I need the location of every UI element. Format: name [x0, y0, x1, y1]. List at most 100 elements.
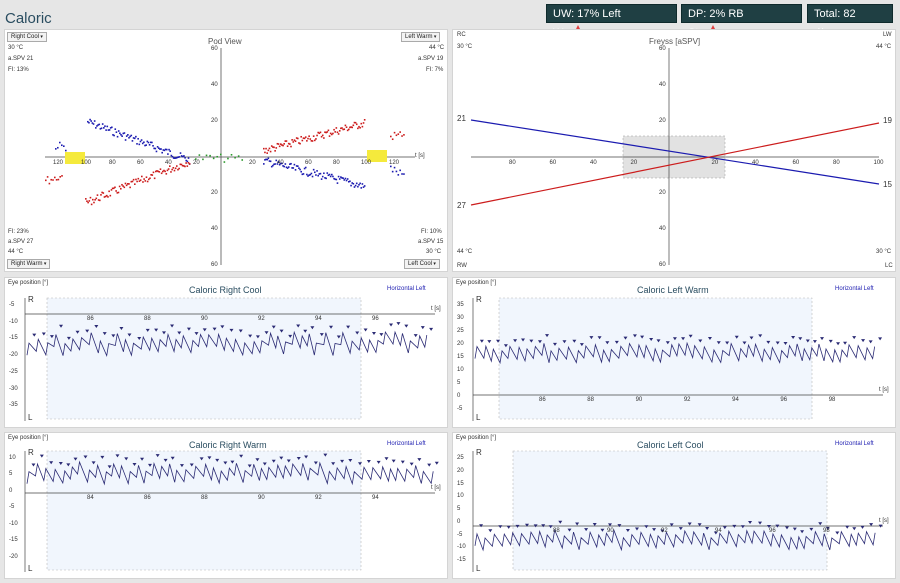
pod-dot: [188, 163, 191, 165]
pod-dot: [349, 126, 351, 129]
trace-xtick: 96: [780, 397, 788, 403]
beat-marker: [529, 339, 534, 343]
pod-dot: [167, 153, 169, 155]
trace-left-cool: Caloric Left Cool Horizontal Left Eye posi…: [452, 432, 896, 579]
beat-marker: [145, 328, 150, 332]
pod-dot: [161, 151, 163, 154]
pod-dot: [393, 166, 396, 169]
pod-rt-0: 44 °C: [429, 45, 445, 51]
beat-marker: [852, 336, 857, 340]
left-warm-select[interactable]: Left Warm: [401, 32, 441, 42]
pod-ytick: 20: [211, 190, 218, 196]
trace-xunit: t [s]: [879, 387, 889, 393]
pod-xtick: 20: [193, 160, 200, 166]
pod-dot: [156, 146, 159, 148]
pod-xtick: 40: [165, 160, 172, 166]
pod-dot: [360, 122, 363, 125]
pod-dot: [55, 179, 58, 181]
beat-marker: [783, 341, 788, 345]
pod-dot: [352, 124, 355, 127]
beat-marker: [207, 456, 212, 460]
pod-dot: [130, 134, 133, 137]
pod-dot: [128, 183, 130, 185]
pod-dot: [350, 184, 352, 187]
beat-marker: [623, 336, 628, 340]
beat-marker: [669, 523, 674, 527]
pod-dot: [168, 148, 170, 151]
pod-dot: [355, 182, 358, 185]
pod-dot: [306, 173, 308, 176]
pod-dot: [160, 172, 163, 175]
pod-xtick: 120: [389, 160, 400, 166]
right-warm-select[interactable]: Right Warm: [7, 259, 51, 269]
pod-dot: [340, 176, 342, 178]
pod-dot: [317, 131, 319, 134]
pod-dot: [223, 161, 226, 163]
pod-dot: [119, 132, 121, 135]
pod-dot: [135, 135, 137, 138]
pod-dot: [346, 129, 349, 132]
pod-dot: [336, 131, 339, 134]
beat-marker: [545, 334, 550, 338]
pod-dot: [146, 140, 149, 143]
pod-dot: [348, 180, 350, 183]
pod-dot: [333, 177, 335, 180]
right-cool-select[interactable]: Right Cool: [7, 32, 47, 42]
pod-dot: [52, 179, 54, 181]
beat-marker: [262, 462, 267, 466]
pod-dot: [170, 171, 172, 173]
beat-marker: [154, 328, 159, 332]
freyss-tl: 30 °C: [457, 44, 473, 50]
pod-dot: [316, 134, 318, 137]
pod-dot: [171, 168, 173, 171]
beat-marker: [199, 457, 204, 461]
pod-dot: [90, 203, 93, 206]
pod-dot: [94, 198, 96, 201]
beat-marker: [792, 527, 797, 531]
pod-dot: [268, 147, 271, 150]
beat-marker: [742, 341, 747, 345]
beat-marker: [255, 458, 260, 462]
pod-dot: [281, 144, 283, 146]
left-cool-select[interactable]: Left Cool: [404, 259, 440, 269]
pod-view-panel: Pod View Right Cool Left Warm Right Warm…: [4, 29, 448, 272]
trace-l-label: L: [476, 413, 481, 422]
trace-title: Caloric Left Cool: [637, 440, 704, 450]
pod-dot: [88, 121, 90, 124]
pod-dot: [395, 134, 398, 137]
pod-dot: [148, 144, 151, 146]
pod-dot: [338, 130, 341, 132]
pod-dot: [149, 177, 151, 180]
beat-marker: [644, 525, 649, 529]
total-badge[interactable]: Total: 82 d/s✓: [807, 4, 893, 39]
beat-marker: [496, 339, 501, 343]
uw-badge[interactable]: UW: 17% Left Weaker✓: [546, 4, 677, 39]
beat-marker: [800, 530, 805, 534]
pod-dot: [93, 201, 95, 204]
freyss-ytick: 60: [659, 46, 666, 52]
trace-ytick: 35: [457, 302, 464, 308]
pod-dot: [132, 178, 135, 181]
pod-dot: [270, 165, 273, 168]
trace-ytick: 10: [9, 455, 16, 461]
beat-marker: [255, 335, 260, 339]
pod-dot: [282, 144, 284, 147]
beat-marker: [766, 524, 771, 528]
beat-marker: [186, 327, 191, 331]
trace-xtick: 86: [144, 495, 151, 501]
pod-dot: [165, 148, 168, 151]
pod-dot: [202, 158, 204, 161]
freyss-xtick: 100: [873, 160, 884, 166]
pod-dot: [302, 137, 305, 139]
pod-dot: [216, 155, 219, 158]
pod-dot: [360, 187, 363, 189]
pod-dot: [143, 178, 145, 180]
freyss-right-bot: 15: [883, 180, 892, 189]
freyss-rw: RW: [457, 263, 467, 269]
beat-marker: [115, 454, 120, 458]
trace-ytick: 15: [457, 354, 464, 360]
dp-badge[interactable]: DP: 2% RB Stronger✓: [681, 4, 802, 39]
pod-dot: [333, 128, 335, 131]
beat-marker: [91, 461, 96, 465]
beat-marker: [288, 334, 293, 338]
